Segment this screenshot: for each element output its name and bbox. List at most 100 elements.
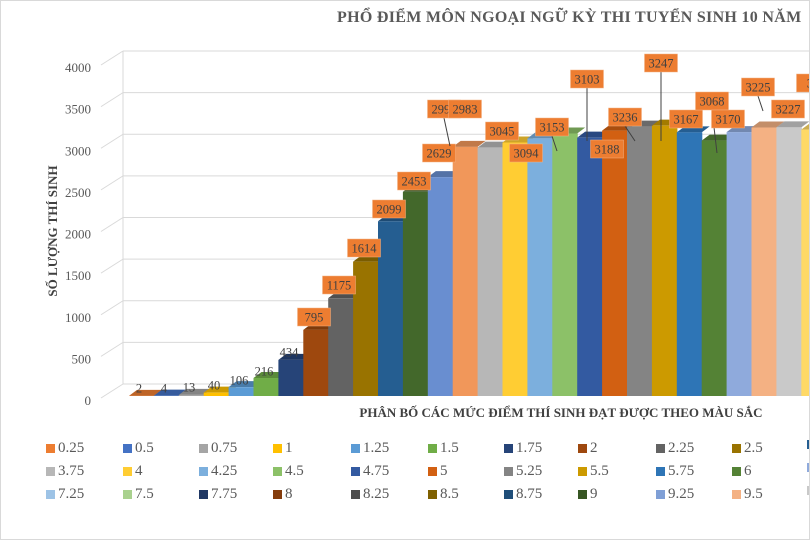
- gridline-side: [100, 175, 124, 191]
- legend-swatch: [351, 490, 360, 499]
- data-label: 3225: [746, 81, 771, 95]
- legend-swatch: [578, 444, 587, 453]
- data-label: 3236: [613, 111, 638, 125]
- data-label: 795: [305, 311, 324, 325]
- data-label-box: [535, 117, 569, 137]
- legend-label: 2.5: [744, 440, 763, 456]
- legend-item: 1: [273, 440, 293, 457]
- legend-swatch: [273, 490, 282, 499]
- legend-swatch: [732, 467, 741, 476]
- bar: [726, 132, 753, 396]
- data-label-box: [422, 143, 456, 163]
- legend-item: 8: [273, 486, 293, 503]
- data-label: 3068: [700, 95, 725, 109]
- data-label: 1175: [327, 279, 352, 293]
- data-label: 3167: [674, 113, 699, 127]
- legend-item: 5.5: [578, 463, 609, 480]
- legend-item: 7.75: [199, 486, 237, 503]
- legend-label: 1.25: [363, 440, 390, 456]
- bar: [402, 191, 429, 396]
- data-label: 1614: [352, 242, 378, 256]
- bar-top-face: [178, 388, 212, 395]
- legend-label: 5.5: [590, 463, 609, 479]
- legend-item: 2: [578, 440, 598, 457]
- bar-top-face: [577, 131, 611, 138]
- legend-label: 9.25: [668, 486, 695, 502]
- bar: [776, 127, 802, 397]
- data-label: 2453: [402, 175, 427, 189]
- bar-top-face: [452, 140, 486, 147]
- data-label: 4: [161, 382, 168, 396]
- legend-swatch: [578, 467, 587, 476]
- chart-title: PHỔ ĐIỂM MÔN NGOẠI NGỮ KỲ THI TUYỂN SINH…: [337, 9, 802, 26]
- data-label: 434: [280, 346, 300, 360]
- gridline-side: [100, 300, 124, 316]
- legend-swatch: [504, 490, 513, 499]
- legend-item: 5.75: [656, 463, 694, 480]
- bar-top-face: [751, 121, 785, 128]
- y-tick-label: 1500: [65, 268, 91, 283]
- legend-label: 6: [744, 463, 752, 479]
- bar: [228, 387, 255, 396]
- legend-swatch: [807, 440, 809, 449]
- legend-swatch: [123, 490, 132, 499]
- bar-top-face: [801, 123, 809, 130]
- bar-top-face: [203, 386, 237, 393]
- legend-label: 9: [590, 486, 598, 502]
- data-label: 3227: [776, 103, 801, 117]
- data-label-box: [644, 53, 678, 73]
- data-label-box: [347, 238, 381, 258]
- data-label-leader: [443, 117, 451, 147]
- data-label-box: [485, 121, 519, 141]
- legend-item: 8.5: [428, 486, 459, 503]
- bar-top-face: [427, 171, 461, 178]
- legend-item: 9.5: [732, 486, 763, 503]
- bar-top-face: [228, 381, 262, 388]
- data-label-box: [608, 107, 642, 127]
- legend-swatch: [504, 444, 513, 453]
- data-label: 3103: [575, 73, 600, 87]
- y-tick-label: 3500: [65, 102, 91, 117]
- legend-item: 1.25: [351, 440, 389, 457]
- data-label: 2983: [453, 103, 478, 117]
- legend-item: 7.5: [123, 486, 154, 503]
- legend-item: 8.25: [351, 486, 389, 503]
- legend-label: 0.25: [58, 440, 85, 456]
- legend-swatch: [199, 490, 208, 499]
- y-tick-label: 4000: [65, 60, 91, 75]
- data-label: 3247: [649, 57, 674, 71]
- legend-item: 0.75: [199, 440, 237, 457]
- legend-swatch: [273, 467, 282, 476]
- data-label-box: [741, 77, 775, 97]
- bar: [801, 129, 809, 396]
- data-label-leader: [624, 125, 636, 142]
- data-label: 3170: [716, 113, 741, 127]
- bar: [452, 146, 479, 396]
- bar: [527, 138, 553, 396]
- legend-swatch: [732, 490, 741, 499]
- legend-item: 0.25: [46, 440, 84, 457]
- legend-item: 9.25: [656, 486, 694, 503]
- data-label-box: [669, 109, 703, 129]
- bar: [253, 378, 279, 396]
- y-axis-label: SỐ LƯỢNG THÍ SINH: [45, 165, 60, 297]
- data-label: 3045: [490, 125, 515, 139]
- data-label-box: [372, 199, 406, 219]
- y-tick-label: 500: [72, 351, 92, 366]
- gridline-side: [100, 50, 124, 66]
- gridline-side: [100, 217, 124, 232]
- legend-label: 8: [285, 486, 293, 502]
- legend-swatch: [123, 467, 132, 476]
- legend-item: [807, 463, 809, 472]
- legend-item: 5.25: [504, 463, 542, 480]
- y-tick-label: 3000: [65, 143, 91, 158]
- legend-item: 9: [578, 486, 598, 503]
- gridline-side: [100, 133, 124, 149]
- bar: [602, 130, 628, 396]
- legend-item: 4: [123, 463, 143, 480]
- data-label-box: [711, 109, 745, 129]
- bar: [701, 140, 728, 396]
- data-label-box: [570, 69, 604, 89]
